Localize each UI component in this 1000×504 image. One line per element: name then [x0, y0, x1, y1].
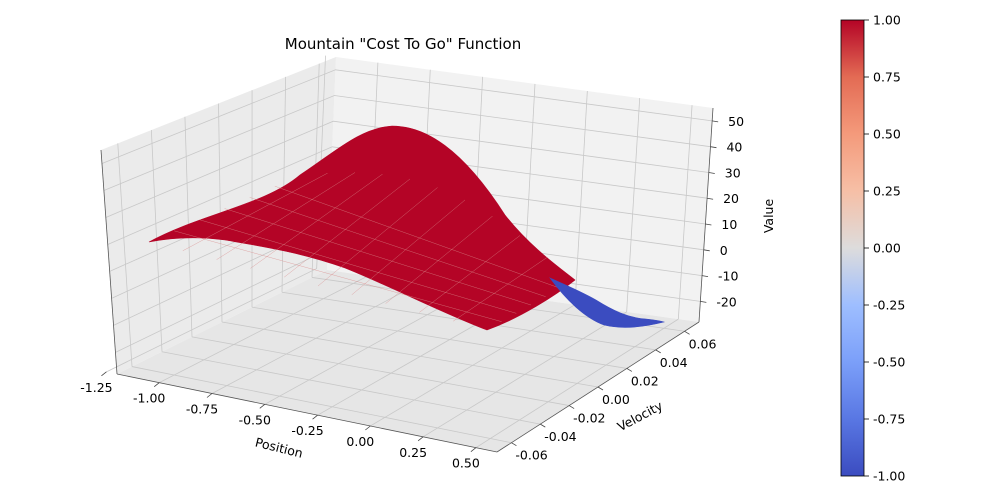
x-tick-mark: [101, 372, 106, 376]
colorbar-tick-label: 0.75: [873, 70, 901, 85]
chart-title: Mountain "Cost To Go" Function: [285, 35, 522, 53]
y-tick-label: 0.00: [602, 392, 630, 407]
x-tick-label: -0.50: [239, 412, 271, 427]
y-tick-label: 0.02: [631, 373, 659, 388]
z-tick-mark: [709, 172, 715, 173]
z-tick-label: 30: [725, 165, 741, 180]
z-tick-label: 10: [721, 217, 737, 232]
z-tick-mark: [704, 250, 710, 251]
y-tick-mark: [685, 331, 690, 334]
z-tick-label: -10: [718, 269, 738, 284]
colorbar: [841, 20, 864, 476]
x-tick-mark: [154, 383, 159, 387]
x-tick-label: -1.00: [133, 391, 165, 406]
colorbar-tick-label: -0.25: [873, 298, 905, 313]
y-tick-label: -0.02: [573, 411, 605, 426]
z-tick-mark: [710, 147, 716, 148]
x-tick-mark: [365, 426, 370, 430]
z-tick-label: 50: [728, 114, 744, 129]
y-tick-mark: [656, 350, 661, 353]
x-tick-mark: [313, 415, 318, 419]
x-tick-mark: [418, 437, 423, 441]
y-tick-label: 0.06: [689, 336, 717, 351]
y-tick-mark: [540, 424, 545, 427]
colorbar-tick-label: 1.00: [873, 13, 901, 28]
z-tick-label: 20: [723, 191, 739, 206]
x-tick-label: -0.25: [291, 423, 323, 438]
x-tick-mark: [207, 394, 212, 398]
colorbar-tick-label: -1.00: [873, 469, 905, 484]
z-tick-label: -20: [716, 294, 736, 309]
z-tick-mark: [702, 276, 708, 277]
z-axis-label: Value: [761, 199, 776, 234]
x-tick-label: 0.25: [399, 445, 427, 460]
x-tick-label: 0.50: [452, 456, 480, 471]
x-axis-label: Position: [254, 434, 305, 460]
y-tick-mark: [511, 443, 516, 446]
colorbar-tick-label: -0.50: [873, 355, 905, 370]
colorbar-tick-label: 0.25: [873, 184, 901, 199]
colorbar-tick-label: 0.00: [873, 241, 901, 256]
z-tick-label: 40: [726, 140, 742, 155]
y-tick-mark: [598, 387, 603, 390]
z-tick-mark: [700, 301, 706, 302]
colorbar-tick-label: 0.50: [873, 127, 901, 142]
z-tick-mark: [712, 121, 718, 122]
z-tick-mark: [707, 198, 713, 199]
x-tick-mark: [471, 448, 476, 452]
y-tick-mark: [627, 368, 632, 371]
y-tick-label: -0.04: [544, 429, 576, 444]
z-tick-mark: [705, 224, 711, 225]
y-tick-label: 0.04: [660, 355, 688, 370]
z-tick-label: 0: [720, 243, 728, 258]
y-tick-label: -0.06: [515, 448, 547, 463]
colorbar-tick-label: -0.75: [873, 412, 905, 427]
x-tick-mark: [260, 404, 265, 408]
x-tick-label: -0.75: [186, 402, 218, 417]
x-tick-label: 0.00: [346, 434, 374, 449]
x-tick-label: -1.25: [80, 380, 112, 395]
y-tick-mark: [569, 406, 574, 409]
colorbar-ticks: 1.00 0.75 0.50 0.25 0.00 -0.25 -0.50 -0.75 -1.00: [864, 13, 905, 484]
